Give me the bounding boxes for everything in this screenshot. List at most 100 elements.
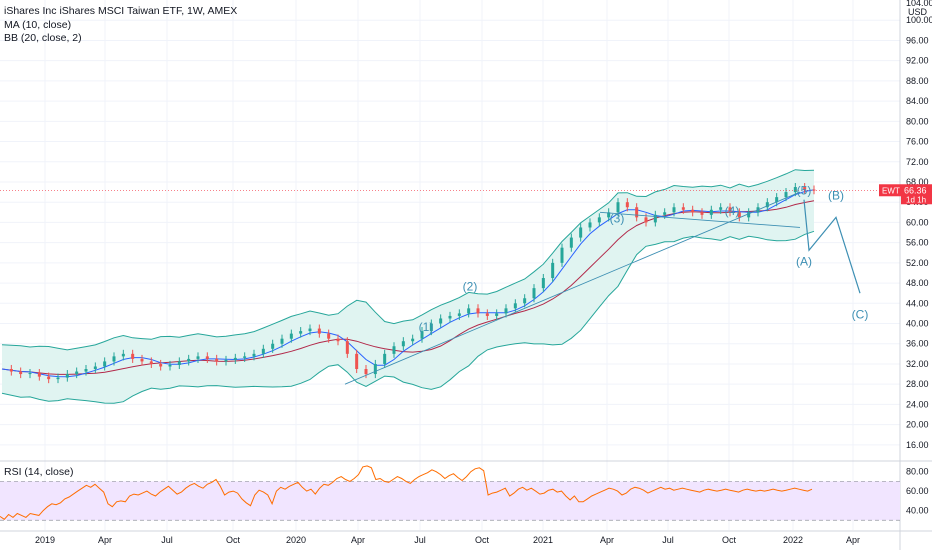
- candle: [793, 187, 797, 193]
- ma-line: [1, 189, 815, 378]
- candle: [355, 353, 359, 370]
- candle: [149, 361, 153, 364]
- time-tick-label: 2019: [35, 535, 55, 545]
- time-tick-label: Apr: [351, 535, 365, 545]
- candle: [532, 288, 536, 299]
- candle: [513, 303, 517, 309]
- candle: [47, 376, 51, 380]
- wave-label-5: (A): [796, 254, 812, 268]
- candle: [597, 217, 601, 223]
- candle: [485, 313, 489, 316]
- candle: [775, 197, 779, 203]
- price-tick-label: 100.00: [906, 15, 932, 25]
- price-tick-label: 32.00: [906, 359, 929, 369]
- candle: [644, 217, 648, 223]
- candle: [803, 187, 807, 190]
- wave-label-4: (5): [797, 184, 812, 198]
- wave-label-0: (1): [419, 320, 434, 334]
- wave-label-3: (4): [725, 204, 740, 218]
- candle: [588, 222, 592, 228]
- candle: [681, 207, 685, 210]
- candle: [345, 341, 349, 354]
- candle: [131, 353, 135, 359]
- candle: [429, 323, 433, 332]
- time-axis: 2019 Apr Jul Oct 2020 Apr Jul Oct 2021 Apr Jul Oct 2…: [0, 530, 932, 545]
- bb-legend: BB (20, close, 2): [4, 32, 82, 44]
- rsi-pane: 80.00 60.00 40.00: [0, 460, 932, 521]
- candle: [551, 262, 555, 279]
- price-tick-label: 60.00: [906, 217, 929, 227]
- rsi-tick-label: 40.00: [906, 506, 929, 516]
- candle: [271, 343, 275, 349]
- candle: [569, 237, 573, 248]
- price-tick-label: 76.00: [906, 137, 929, 147]
- wave-label-1: (2): [463, 280, 478, 294]
- time-tick-label: Apr: [600, 535, 614, 545]
- candle: [439, 318, 443, 324]
- candle: [65, 374, 69, 378]
- candle: [523, 298, 527, 304]
- candle: [317, 328, 321, 334]
- candle: [383, 353, 387, 364]
- candle: [728, 207, 732, 213]
- candle: [448, 315, 452, 319]
- candle: [121, 353, 125, 357]
- candle: [579, 227, 583, 238]
- bb-upper-band: [1, 169, 815, 351]
- candle: [411, 338, 415, 342]
- axis-bg: [900, 0, 932, 550]
- candle: [747, 212, 751, 218]
- candle: [737, 212, 741, 218]
- candle: [476, 308, 480, 314]
- candle: [103, 361, 107, 367]
- price-badge-symbol: EWT: [882, 186, 900, 195]
- trend-line: [344, 191, 801, 385]
- candle: [719, 207, 723, 210]
- candle: [177, 361, 181, 365]
- price-tick-label: 52.00: [906, 258, 929, 268]
- candle: [784, 192, 788, 198]
- candle: [616, 202, 620, 213]
- price-tick-label: 40.00: [906, 319, 929, 329]
- candle: [541, 278, 545, 289]
- candle: [224, 359, 228, 362]
- price-tick-label: 104.00: [906, 0, 932, 8]
- candle: [653, 214, 657, 223]
- candle: [28, 373, 32, 375]
- price-tick-label: 48.00: [906, 278, 929, 288]
- rsi-legend: RSI (14, close): [4, 466, 74, 478]
- time-tick-label: Oct: [226, 535, 241, 545]
- price-tick-label: 72.00: [906, 157, 929, 167]
- candle: [159, 363, 163, 367]
- candle: [19, 371, 23, 375]
- time-tick-label: Oct: [475, 535, 490, 545]
- price-tick-label: 84.00: [906, 96, 929, 106]
- candle: [635, 207, 639, 218]
- candle: [252, 353, 256, 357]
- candle: [663, 212, 667, 215]
- candle: [392, 346, 396, 354]
- price-tick-label: 88.00: [906, 76, 929, 86]
- price-tick-label: 96.00: [906, 35, 929, 45]
- time-tick-label: 2022: [783, 535, 803, 545]
- candle: [336, 338, 340, 342]
- candle: [112, 356, 116, 362]
- candle: [457, 313, 461, 316]
- candle: [37, 373, 41, 377]
- price-badge-bg: [901, 184, 932, 205]
- wave-label-2: (3): [610, 211, 625, 225]
- candle: [243, 356, 247, 358]
- candle: [196, 356, 200, 359]
- price-tick-label: 20.00: [906, 420, 929, 430]
- price-tick-label: 92.00: [906, 56, 929, 66]
- time-tick-label: 2020: [286, 535, 306, 545]
- price-tick-label: 44.00: [906, 298, 929, 308]
- candle: [280, 338, 284, 344]
- candle: [495, 313, 499, 316]
- wave-label-6: (B): [828, 189, 844, 203]
- candle: [691, 209, 695, 213]
- chart-title: iShares Inc iShares MSCI Taiwan ETF, 1W,…: [4, 5, 238, 17]
- currency-label: USD: [908, 7, 928, 17]
